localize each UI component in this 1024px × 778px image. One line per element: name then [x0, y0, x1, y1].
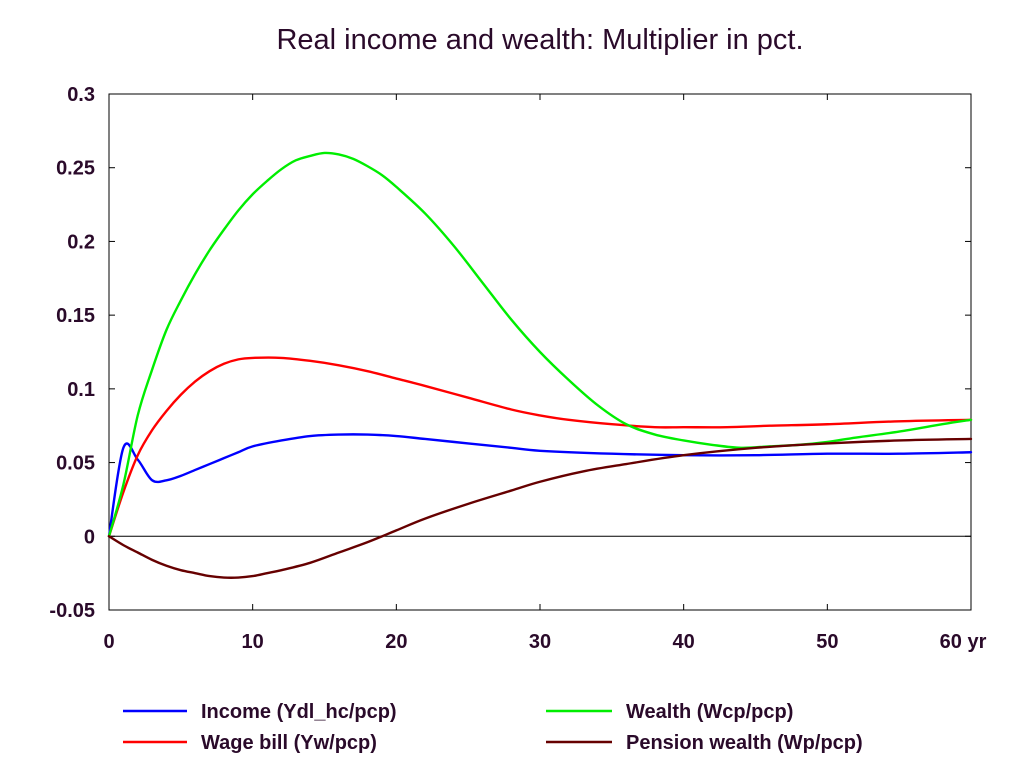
series-line-wealth — [107, 151, 973, 538]
legend: Income (Ydl_hc/pcp) Wage bill (Yw/pcp) Wea… — [123, 701, 863, 754]
x-tick-label: 0 — [103, 631, 114, 653]
series-line-income — [107, 433, 973, 538]
y-tick-label: 0.15 — [56, 305, 95, 327]
legend-label: Wage bill (Yw/pcp) — [201, 732, 377, 754]
x-tick-label: 50 — [816, 631, 838, 653]
y-tick-label: 0.2 — [67, 231, 95, 253]
y-tick-label: 0.25 — [56, 158, 95, 180]
x-tick-label: 20 — [385, 631, 407, 653]
chart-title: Real income and wealth: Multiplier in pc… — [276, 24, 803, 56]
series-line-pension — [107, 437, 973, 579]
axis-ticks: -0.05 0 0.05 0.1 0.15 0.2 0.25 0.3 0 10 20 30 40 50 60… — [49, 84, 986, 653]
legend-item: Wage bill (Yw/pcp) — [123, 732, 377, 754]
legend-label: Wealth (Wcp/pcp) — [626, 701, 793, 723]
series-line-wage — [107, 356, 973, 538]
x-tick-label: 30 — [529, 631, 551, 653]
legend-item: Wealth (Wcp/pcp) — [546, 701, 793, 723]
y-tick-label: 0.3 — [67, 84, 95, 106]
x-tick-label: 10 — [242, 631, 264, 653]
x-tick-label: 60 yr — [940, 631, 987, 653]
legend-item: Income (Ydl_hc/pcp) — [123, 701, 397, 723]
legend-item: Pension wealth (Wp/pcp) — [546, 732, 863, 754]
y-tick-label: 0.1 — [67, 379, 95, 401]
y-tick-label: -0.05 — [49, 600, 95, 622]
y-tick-label: 0 — [84, 526, 95, 548]
legend-label: Pension wealth (Wp/pcp) — [626, 732, 863, 754]
series-layer — [107, 151, 973, 579]
legend-label: Income (Ydl_hc/pcp) — [201, 701, 397, 723]
y-tick-label: 0.05 — [56, 453, 95, 475]
x-tick-label: 40 — [673, 631, 695, 653]
